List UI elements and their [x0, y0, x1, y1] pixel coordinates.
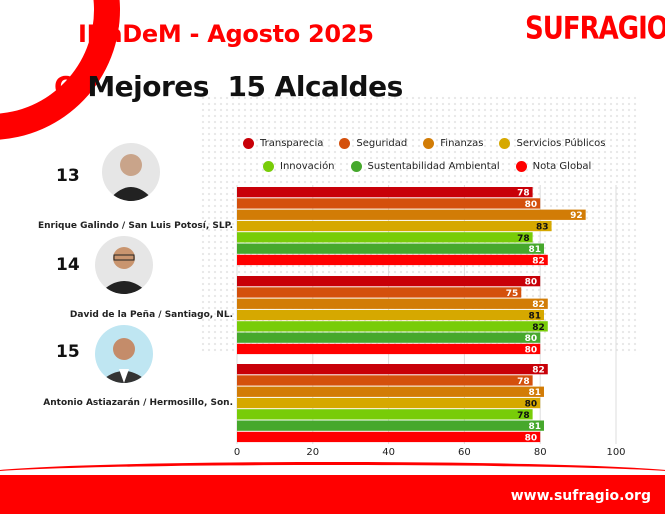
subtitle-marker: O: [54, 70, 78, 103]
x-tick-label: 80: [534, 447, 547, 458]
chart-legend: Transparecia Seguridad Finanzas Servicios P…: [243, 138, 643, 184]
bar-value-label: 82: [532, 300, 545, 310]
sufragio-logo: SUFRAGIO: [525, 11, 665, 47]
legend-label: Servicios Públicos: [516, 138, 606, 149]
legend-item: Seguridad: [339, 138, 407, 149]
x-tick-label: 40: [382, 447, 395, 458]
bar-value-label: 80: [525, 200, 538, 210]
bar-value-label: 80: [525, 345, 538, 355]
bar-value-label: 82: [532, 323, 545, 333]
bar-value-label: 82: [532, 366, 545, 376]
bar-value-label: 81: [528, 245, 541, 255]
bar: [237, 332, 541, 343]
x-tick-label: 60: [458, 447, 471, 458]
rank-14: 14: [56, 255, 80, 275]
bar-value-label: 78: [517, 411, 530, 421]
legend-dot-icon: [350, 161, 362, 172]
legend-item: Innovación: [263, 161, 335, 172]
rank-13: 13: [56, 166, 80, 186]
legend-item: Servicios Públicos: [499, 138, 605, 149]
bar: [237, 209, 586, 220]
bar-value-label: 82: [532, 256, 545, 266]
subtitle: O Mejores 15 Alcaldes: [54, 70, 403, 103]
avatar-david-de-la-pena: [95, 236, 153, 294]
bar: [237, 276, 541, 287]
bar-value-label: 78: [517, 377, 530, 387]
avatar-enrique-galindo: [102, 143, 160, 201]
bar-value-label: 80: [525, 400, 538, 410]
x-tick-label: 20: [306, 447, 319, 458]
bar: [237, 309, 544, 321]
legend-item: Transparecia: [243, 138, 323, 149]
bar: [237, 243, 544, 254]
bar-chart: 0 20 40 60 80 1007880928378818280758281828080…: [234, 185, 626, 458]
bar: [237, 321, 548, 332]
legend-label: Sustentabilidad Ambiental: [367, 161, 500, 172]
bar-value-label: 78: [517, 189, 530, 199]
bar: [237, 386, 544, 397]
page-title: INaDeM - Agosto 2025: [78, 20, 374, 48]
bar: [237, 364, 548, 375]
legend-label: Seguridad: [356, 138, 408, 149]
legend-label: Finanzas: [440, 138, 484, 149]
person-name: Enrique Galindo / San Luis Potosí, SLP.: [37, 221, 233, 231]
legend-dot-icon: [339, 138, 351, 149]
legend-dot-icon: [499, 138, 511, 149]
bar: [237, 431, 541, 443]
legend-dot-icon: [423, 138, 435, 149]
footer-band: [0, 475, 665, 514]
bar: [237, 375, 533, 386]
bar-value-label: 81: [528, 422, 541, 432]
footer-wave: [0, 462, 665, 474]
legend-item: Nota Global: [515, 161, 592, 172]
bar-value-label: 80: [525, 278, 538, 288]
legend-dot-icon: [515, 161, 527, 172]
bar: [237, 343, 541, 355]
legend-dot-icon: [243, 138, 254, 149]
x-tick-label: 100: [606, 447, 625, 458]
bar: [237, 187, 533, 198]
website-link[interactable]: www.sufragio.org: [510, 488, 651, 504]
avatar-antonio-astiazaran: [95, 325, 153, 383]
legend-dot-icon: [263, 161, 274, 172]
bar-value-label: 83: [536, 223, 549, 233]
legend-label: Innovación: [280, 161, 335, 172]
person-name: Antonio Astiazarán / Hermosillo, Son.: [43, 398, 233, 408]
bar: [237, 198, 541, 209]
bar-value-label: 78: [517, 234, 530, 244]
bar: [237, 397, 541, 409]
bar: [237, 420, 544, 431]
legend-label: Nota Global: [532, 161, 592, 172]
bar: [237, 287, 522, 298]
subtitle-text: Mejores 15 Alcaldes: [87, 70, 403, 103]
legend-item: Finanzas: [423, 138, 483, 149]
bar-value-label: 92: [570, 211, 583, 221]
bar: [237, 220, 552, 232]
rank-15: 15: [56, 342, 80, 362]
bar-value-label: 75: [506, 289, 519, 299]
bar-value-label: 80: [525, 334, 538, 344]
legend-label: Transparecia: [260, 138, 324, 149]
bar: [237, 409, 533, 420]
person-name: David de la Peña / Santiago, NL.: [69, 310, 233, 320]
bar: [237, 298, 548, 309]
bar-value-label: 80: [525, 433, 538, 443]
bar: [237, 254, 548, 266]
bar-value-label: 81: [528, 388, 541, 398]
x-tick-label: 0: [234, 447, 240, 458]
legend-item: Sustentabilidad Ambiental: [350, 161, 500, 172]
bar: [237, 232, 533, 243]
bar-value-label: 81: [528, 312, 541, 322]
